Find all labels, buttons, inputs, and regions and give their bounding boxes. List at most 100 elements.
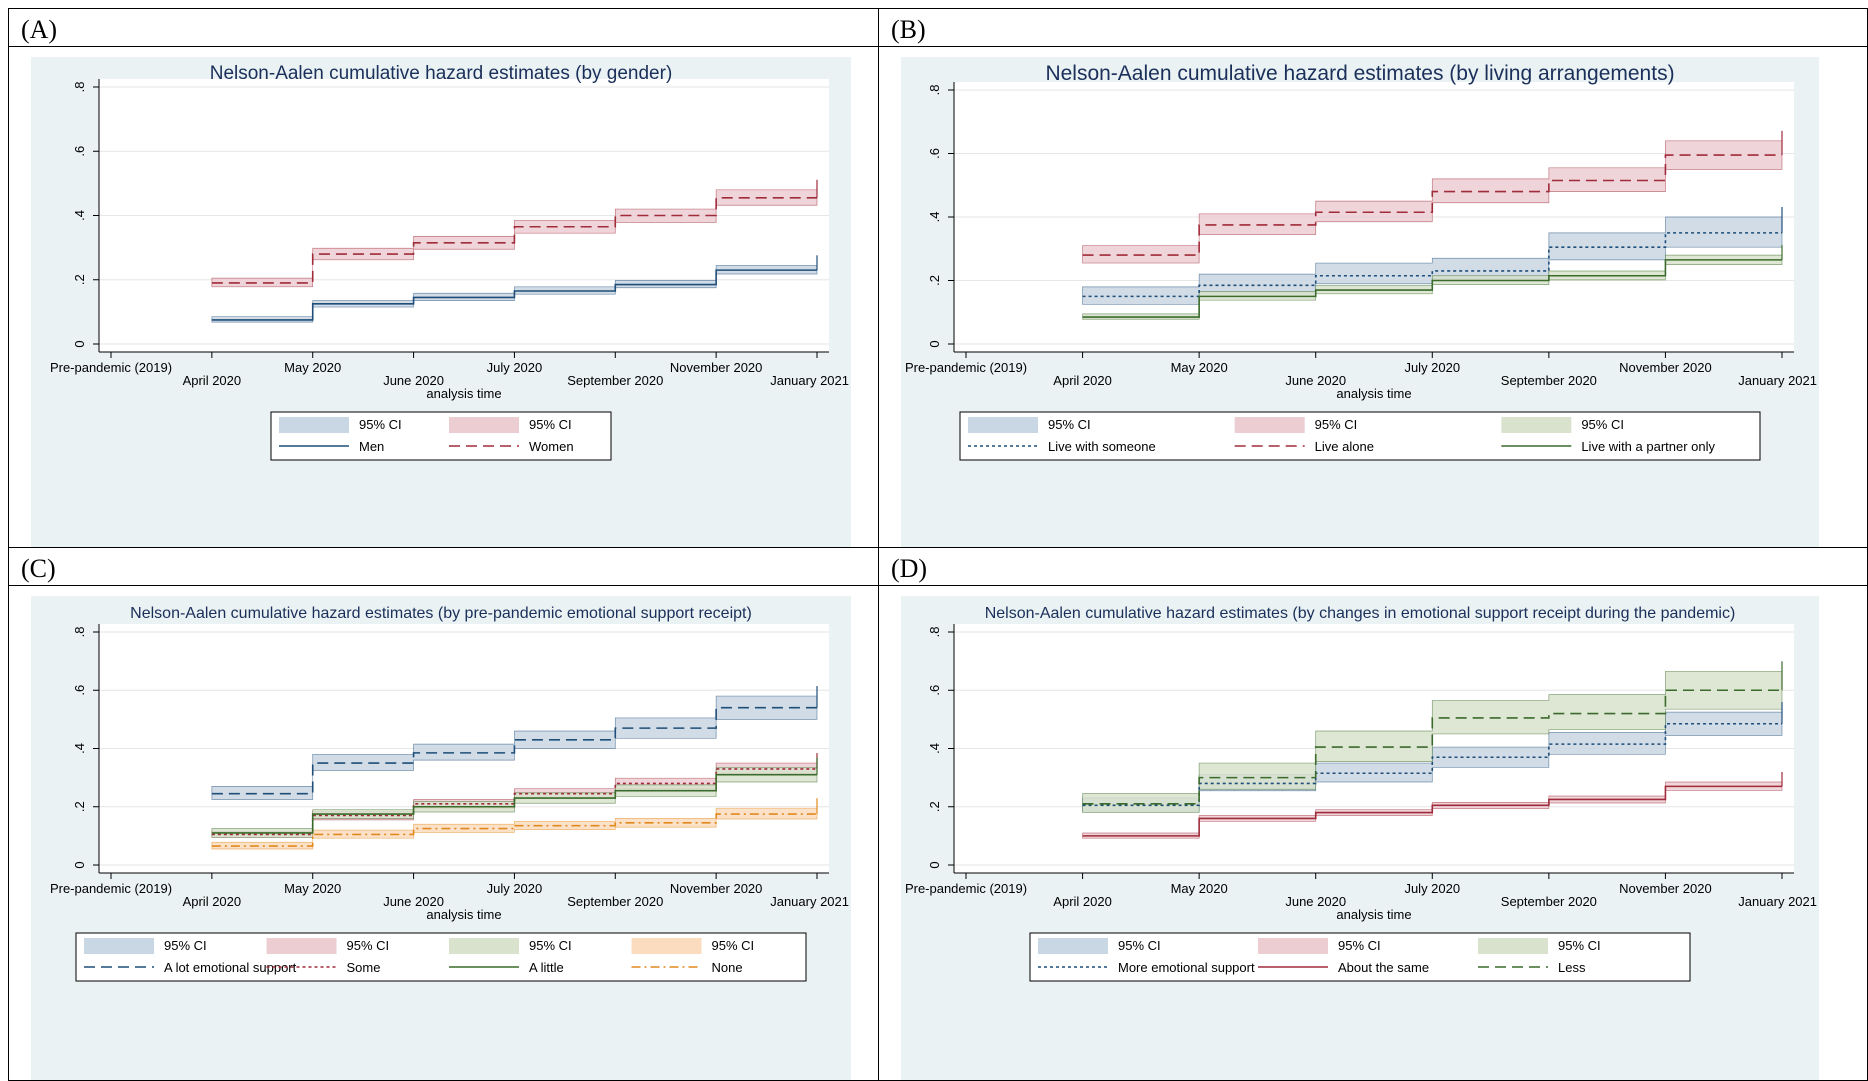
- legend-box: [959, 411, 1761, 461]
- legend-swatch-ci: [266, 938, 337, 954]
- chart-title: Nelson-Aalen cumulative hazard estimates…: [1045, 62, 1674, 85]
- y-tick-label: 0: [72, 861, 87, 868]
- x-tick-label: June 2020: [1285, 894, 1346, 909]
- x-tick-label: May 2020: [284, 360, 341, 375]
- legend-label: 95% CI: [359, 417, 402, 432]
- legend-swatch-ci: [449, 417, 519, 433]
- panel-a: (A) Nelson-Aalen cumulative hazard estima…: [8, 8, 880, 549]
- y-tick-label: .2: [72, 274, 87, 285]
- legend-label: 95% CI: [529, 938, 572, 953]
- x-tick-label: November 2020: [670, 881, 763, 896]
- y-tick-label: 0: [927, 340, 942, 347]
- x-tick-label: May 2020: [1171, 360, 1228, 375]
- x-tick-label: January 2021: [770, 894, 849, 909]
- y-tick-label: .2: [927, 275, 942, 286]
- x-tick-label: Pre-pandemic (2019): [905, 360, 1027, 375]
- legend-swatch-ci: [631, 938, 702, 954]
- y-tick-label: .2: [72, 801, 87, 812]
- legend-swatch-ci: [1478, 938, 1548, 954]
- y-tick-label: .4: [72, 210, 87, 221]
- x-tick-label: January 2021: [1738, 894, 1817, 909]
- chart-title: Nelson-Aalen cumulative hazard estimates…: [985, 605, 1736, 622]
- x-tick-label: July 2020: [487, 881, 543, 896]
- x-tick-label: July 2020: [487, 360, 543, 375]
- y-tick-label: .8: [72, 82, 87, 93]
- x-tick-label: November 2020: [670, 360, 763, 375]
- legend-label: 95% CI: [1558, 938, 1601, 953]
- series-line-0: [211, 269, 817, 321]
- series-line-2: [211, 773, 817, 834]
- legend-swatch-ci: [449, 938, 519, 954]
- x-tick-label: Pre-pandemic (2019): [905, 881, 1027, 896]
- y-tick-label: .2: [927, 801, 942, 812]
- legend-swatch-ci: [1258, 938, 1328, 954]
- x-axis-label: analysis time: [1336, 386, 1411, 401]
- y-tick-label: .4: [927, 743, 942, 754]
- legend-label: Women: [529, 439, 574, 454]
- legend-swatch-ci: [1038, 938, 1108, 954]
- y-tick-label: .8: [72, 627, 87, 638]
- series-line-1: [1082, 154, 1782, 256]
- y-tick-label: .6: [927, 685, 942, 696]
- chart-svg: Nelson-Aalen cumulative hazard estimates…: [901, 596, 1819, 1080]
- y-tick-label: .8: [927, 85, 942, 96]
- legend-swatch-ci: [1501, 417, 1572, 433]
- series-line-0: [211, 706, 817, 795]
- legend-label: 95% CI: [1315, 417, 1358, 432]
- x-axis-label: analysis time: [426, 386, 501, 401]
- panel-c: (C) Nelson-Aalen cumulative hazard estima…: [8, 547, 880, 1081]
- y-tick-label: 0: [927, 861, 942, 868]
- panel-label: (A): [21, 15, 58, 44]
- legend-box: [1029, 932, 1691, 982]
- x-tick-label: May 2020: [284, 881, 341, 896]
- x-tick-label: September 2020: [1501, 894, 1597, 909]
- x-axis-label: analysis time: [426, 907, 501, 922]
- legend-swatch-ci: [279, 417, 349, 433]
- legend-label: 95% CI: [1581, 417, 1624, 432]
- legend-swatch-ci: [84, 938, 154, 954]
- legend-swatch-ci: [1234, 417, 1305, 433]
- chart-svg: Nelson-Aalen cumulative hazard estimates…: [31, 596, 851, 1080]
- panel-header: (A): [9, 9, 879, 47]
- series-line-1: [211, 197, 817, 284]
- legend-label: 95% CI: [712, 938, 755, 953]
- x-tick-label: July 2020: [1404, 360, 1460, 375]
- legend-label: More emotional support: [1118, 960, 1255, 975]
- panel-label: (B): [891, 15, 926, 44]
- legend-label: Live with a partner only: [1581, 439, 1715, 454]
- panel-header: (C): [9, 548, 879, 586]
- chart-title: Nelson-Aalen cumulative hazard estimates…: [210, 63, 673, 84]
- panel-d: (D) Nelson-Aalen cumulative hazard estima…: [878, 547, 1868, 1081]
- panel-header: (D): [879, 548, 1867, 586]
- x-tick-label: September 2020: [567, 894, 663, 909]
- x-tick-label: April 2020: [183, 894, 242, 909]
- panel-b: (B) Nelson-Aalen cumulative hazard estima…: [878, 8, 1868, 549]
- legend-label: Some: [347, 960, 381, 975]
- legend-label: About the same: [1338, 960, 1429, 975]
- series-line-0: [1082, 722, 1782, 807]
- x-axis-label: analysis time: [1336, 907, 1411, 922]
- x-tick-label: June 2020: [383, 894, 444, 909]
- chart-svg: Nelson-Aalen cumulative hazard estimates…: [901, 57, 1819, 548]
- legend-label: 95% CI: [347, 938, 390, 953]
- legend-label: Men: [359, 439, 384, 454]
- y-tick-label: .6: [72, 146, 87, 157]
- x-tick-label: Pre-pandemic (2019): [50, 881, 172, 896]
- panel-label: (C): [21, 554, 56, 583]
- legend-label: Less: [1558, 960, 1586, 975]
- series-line-2: [1082, 259, 1782, 318]
- panel-header: (B): [879, 9, 1867, 47]
- y-tick-label: .8: [927, 627, 942, 638]
- legend-label: A little: [529, 960, 564, 975]
- y-tick-label: .4: [927, 212, 942, 223]
- legend-label: 95% CI: [1048, 417, 1091, 432]
- x-tick-label: September 2020: [1501, 373, 1597, 388]
- panel-label: (D): [891, 554, 928, 583]
- x-tick-label: May 2020: [1171, 881, 1228, 896]
- legend-label: 95% CI: [1338, 938, 1381, 953]
- legend-label: 95% CI: [1118, 938, 1161, 953]
- ci-band-3: [211, 807, 818, 850]
- y-tick-label: .4: [72, 743, 87, 754]
- chart-svg: Nelson-Aalen cumulative hazard estimates…: [31, 57, 851, 548]
